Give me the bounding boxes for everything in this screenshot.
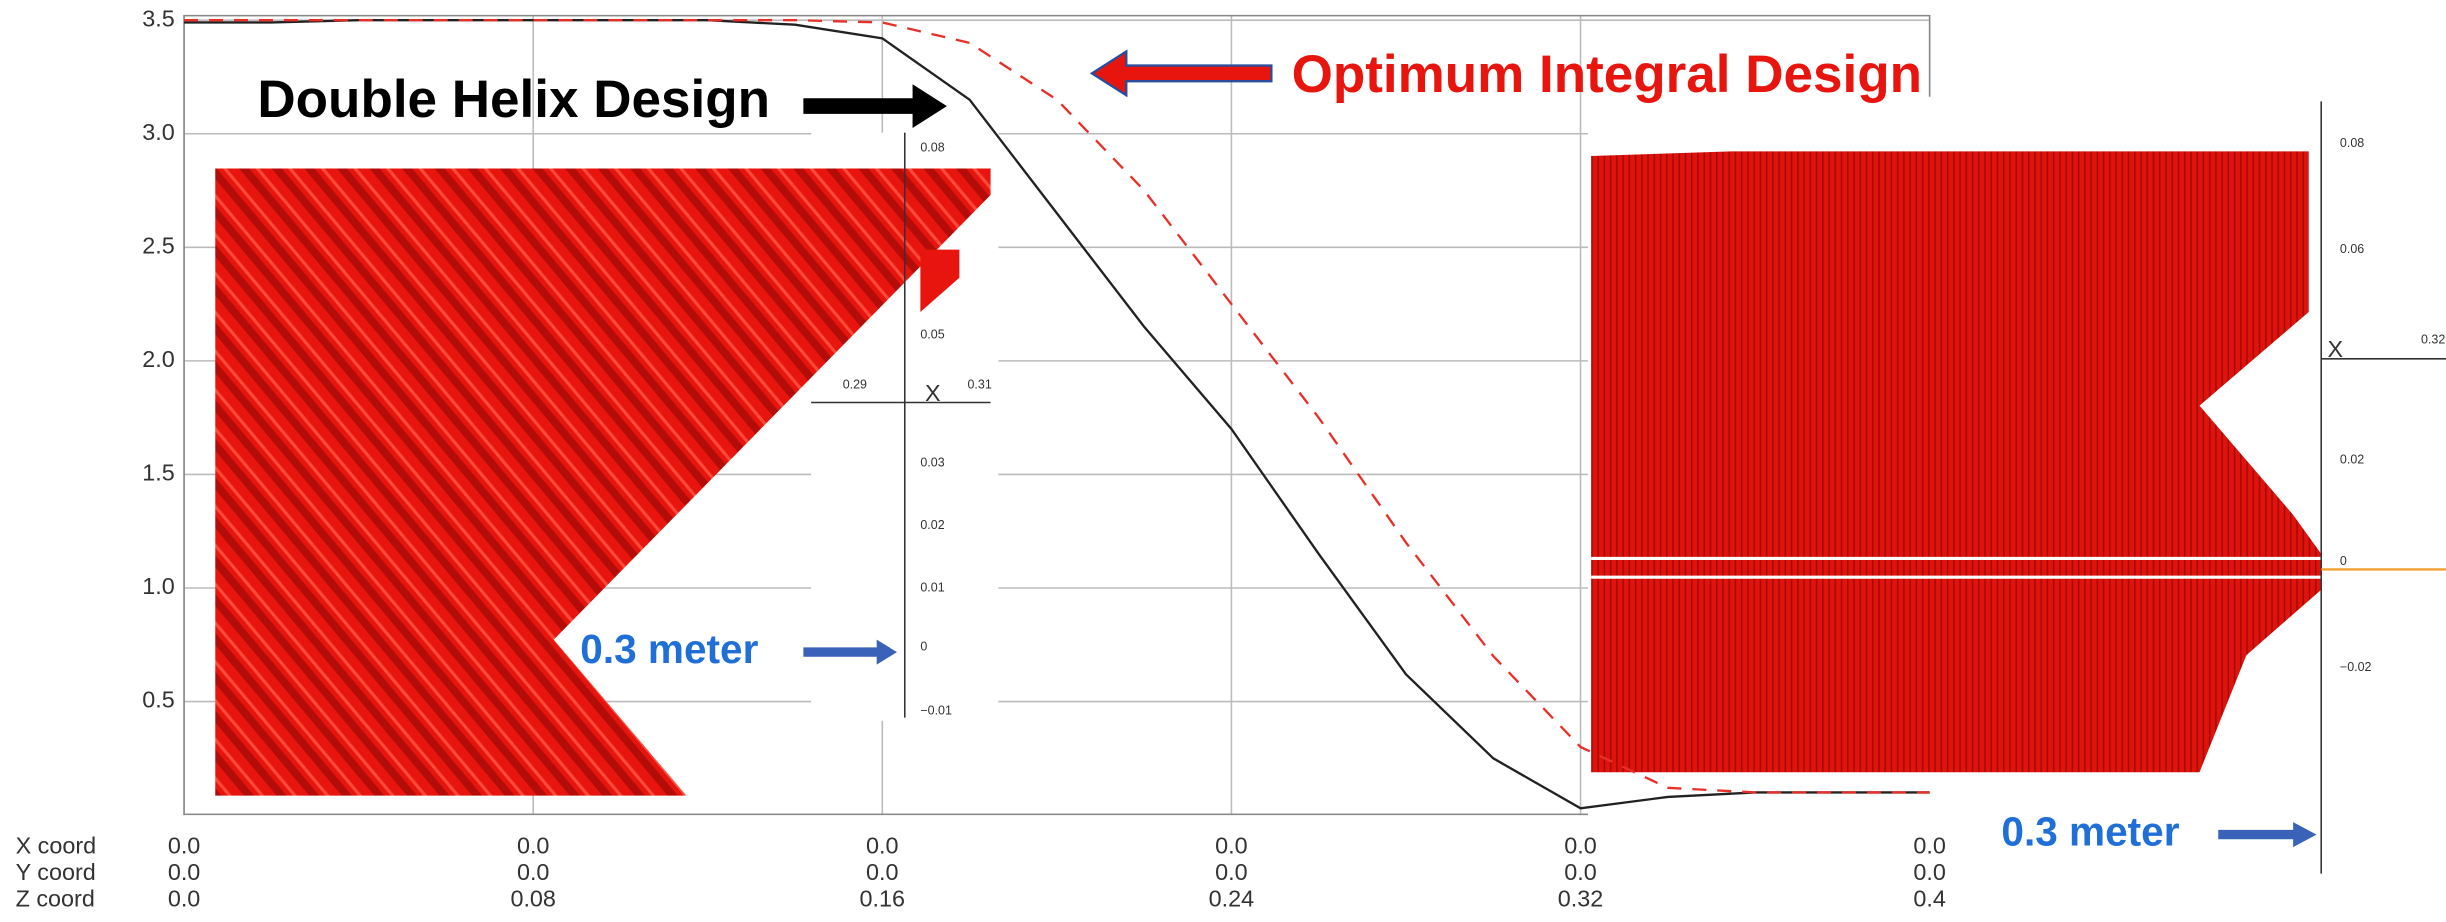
- x-tick-label: 0.0: [866, 832, 899, 858]
- double-helix-drawing: [215, 168, 991, 796]
- x-tick-label: 0.0: [168, 832, 201, 858]
- inset-tick-label: 0.08: [920, 141, 944, 155]
- helix-end: [920, 249, 960, 313]
- x-tick-label: 0.16: [860, 885, 905, 911]
- inset-tick-label: 0.06: [2340, 242, 2364, 256]
- x-tick-label: 0.0: [1215, 832, 1248, 858]
- inset-labels: 0.08 0.05 0.29 0.31 X 0.03 0.02 0.01 0 −0.01: [843, 141, 992, 718]
- arrow: [803, 84, 947, 128]
- inset-tick-label: 0.32: [2421, 332, 2445, 346]
- row-label: Y coord: [16, 859, 96, 885]
- x-tick-label: 0.4: [1913, 885, 1946, 911]
- x-tick-label: 0.32: [1558, 885, 1604, 911]
- inset-labels: 0.08 0.06 X 0.32 0.02 0 −0.02: [2327, 136, 2445, 674]
- y-tick-label: 2.5: [142, 232, 175, 258]
- inset-tick-label: −0.02: [2340, 660, 2372, 674]
- y-tick-label: 0.5: [142, 687, 175, 713]
- lines: [184, 19, 1930, 810]
- y-tick-label: 2.0: [142, 346, 175, 372]
- inset-tick-label: 0.08: [2340, 136, 2364, 150]
- x-tick-label: 0.24: [1209, 885, 1254, 911]
- x-tick-label: 0.0: [168, 885, 201, 911]
- inset-tick-label: X: [2327, 336, 2343, 362]
- x-tick-label: 0.0: [1913, 859, 1946, 885]
- inset-tick-label: 0.02: [920, 518, 944, 532]
- arrow: [2218, 822, 2317, 848]
- optimum-integral-drawing: [1591, 151, 2322, 773]
- arrow: [1089, 49, 1273, 98]
- annotation: Double Helix Design: [257, 70, 770, 129]
- row-label: X coord: [16, 832, 97, 858]
- annotation: Optimum Integral Design: [1292, 45, 1922, 104]
- x-tick-label: 0.08: [510, 885, 556, 911]
- arrow: [803, 639, 897, 665]
- x-tick-label: 0.0: [517, 832, 550, 858]
- x-tick-label: 0.0: [1564, 832, 1597, 858]
- x-tick-label: 0.0: [168, 859, 201, 885]
- inset-tick-label: 0.01: [920, 580, 944, 594]
- scale-label: 0.3 meter: [2001, 808, 2179, 854]
- x-tick-label: 0.0: [866, 859, 899, 885]
- x-axis-label: Z coord: [16, 885, 95, 911]
- inset-tick-label: 0: [920, 640, 927, 654]
- x-tick-label: 0.0: [517, 859, 550, 885]
- x-tick-label: 0.0: [1215, 859, 1248, 885]
- x-tick-label: 0.0: [1564, 859, 1597, 885]
- inset-tick-label: 0.29: [843, 378, 867, 392]
- inset-tick-label: 0.05: [920, 328, 944, 342]
- inset-tick-label: 0.02: [2340, 453, 2364, 467]
- inset-tick-label: 0: [2340, 554, 2347, 568]
- inset-tick-label: X: [925, 380, 941, 406]
- scale-label: 0.3 meter: [580, 626, 758, 672]
- y-tick-label: 1.0: [142, 573, 175, 599]
- inset-tick-label: 0.03: [920, 456, 944, 470]
- x-tick-label: 0.0: [1913, 832, 1946, 858]
- inset-tick-label: −0.01: [920, 704, 952, 718]
- series-line: [184, 19, 1930, 810]
- y-tick-label: 3.0: [142, 119, 175, 145]
- y-tick-label: 3.5: [142, 5, 175, 31]
- inset-tick-label: 0.31: [968, 378, 992, 392]
- y-tick-label: 1.5: [142, 460, 175, 486]
